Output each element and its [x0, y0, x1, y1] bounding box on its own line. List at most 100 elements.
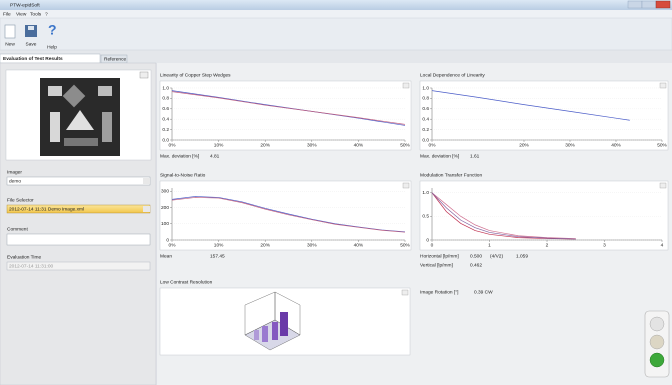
- y-tick-label: 0.0: [422, 137, 429, 143]
- image-detail: [48, 86, 62, 96]
- x-tick-label: 50%: [400, 142, 410, 148]
- stat-label: Horizontal [lp/mm]: [420, 253, 459, 259]
- data-line: [431, 192, 576, 240]
- menu-item[interactable]: File: [3, 11, 11, 17]
- rotation-value: 0.39 CW: [474, 289, 493, 295]
- image-detail: [66, 110, 94, 130]
- menu-item[interactable]: ?: [45, 11, 48, 17]
- x-tick-label: 2: [546, 242, 549, 248]
- y-tick-label: 0.8: [162, 96, 169, 102]
- low-contrast-3d: [244, 291, 301, 351]
- new-icon[interactable]: [4, 24, 16, 39]
- x-tick-label: 30%: [307, 142, 317, 148]
- panel-title: Signal-to-Noise Ratio: [160, 172, 206, 178]
- menu-item[interactable]: Tools: [30, 11, 42, 17]
- chart-panel: [419, 180, 669, 251]
- x-tick-label: 50%: [657, 142, 667, 148]
- imager-dropdown[interactable]: [6, 176, 151, 186]
- field-label: File Selector: [7, 197, 34, 203]
- toolbar-label[interactable]: Save: [26, 41, 37, 47]
- x-tick-label: 30%: [307, 242, 317, 248]
- title-bar: [0, 0, 672, 10]
- dropdown-button[interactable]: [401, 289, 409, 296]
- time-input: [6, 261, 151, 271]
- x-tick-label: 3: [603, 242, 606, 248]
- data-line: [431, 90, 630, 121]
- light-green-on: [649, 352, 665, 368]
- x-tick-label: 0%: [429, 142, 437, 148]
- dropdown-button[interactable]: [402, 82, 410, 89]
- menu-item[interactable]: View: [16, 11, 27, 17]
- stat-value: 0.500: [470, 253, 482, 259]
- data-line: [431, 192, 576, 239]
- image-detail: [98, 86, 112, 96]
- x-tick-label: 0%: [169, 242, 177, 248]
- image-detail: [64, 138, 98, 146]
- field-label: Evaluation Time: [7, 254, 41, 260]
- chart-panel: [419, 80, 669, 151]
- stat-label: Max. deviation [%]: [160, 153, 199, 159]
- x-tick-label: 0: [431, 242, 434, 248]
- tab-label[interactable]: Reference: [104, 56, 126, 62]
- dropdown-button[interactable]: [143, 206, 150, 212]
- y-tick-label: 0.6: [162, 106, 169, 112]
- x-tick-label: 40%: [354, 142, 364, 148]
- y-tick-label: 1.0: [422, 190, 429, 196]
- x-tick-label: 10%: [214, 242, 224, 248]
- x-tick-label: 40%: [354, 242, 364, 248]
- image-detail: [50, 112, 60, 142]
- y-tick-label: 0.4: [422, 116, 429, 122]
- y-tick-label: 0: [166, 237, 169, 243]
- comment-input[interactable]: [6, 233, 151, 246]
- chart-panel: [159, 180, 412, 251]
- stat-value: 157.45: [210, 253, 225, 259]
- close-button[interactable]: [655, 0, 671, 9]
- light-yellow-off: [649, 334, 665, 350]
- cube-wall: [274, 291, 301, 336]
- toolbar-label[interactable]: Help: [47, 44, 57, 50]
- dropdown-button[interactable]: [659, 82, 667, 89]
- toolbar-label[interactable]: New: [5, 41, 15, 47]
- y-tick-label: 0.2: [422, 127, 429, 133]
- y-tick-label: 0: [426, 237, 429, 243]
- y-tick-label: 0.0: [162, 137, 169, 143]
- stat-value: 0.462: [470, 262, 482, 268]
- dropdown-button[interactable]: [659, 182, 667, 189]
- x-tick-label: 10%: [214, 142, 224, 148]
- data-line: [171, 197, 406, 233]
- file-value: 2012-07-14 11:31 Demo Image.xml: [9, 206, 84, 212]
- x-tick-label: 30%: [565, 142, 575, 148]
- y-tick-label: 0.8: [422, 96, 429, 102]
- y-tick-label: 1.0: [162, 85, 169, 91]
- help-icon[interactable]: ?: [48, 22, 57, 38]
- x-tick-label: 20%: [260, 142, 270, 148]
- dropdown-button[interactable]: [139, 71, 149, 79]
- minimize-button[interactable]: [627, 0, 643, 9]
- x-tick-label: 4: [661, 242, 664, 248]
- stat-label: Max. deviation [%]: [420, 153, 459, 159]
- image-detail: [62, 84, 86, 108]
- y-tick-label: 100: [161, 221, 169, 227]
- tab-label[interactable]: Evaluation of Test Results: [3, 56, 63, 62]
- chart-panel: [159, 80, 412, 151]
- stat-label: Mean: [160, 253, 172, 259]
- y-tick-label: 200: [161, 205, 169, 211]
- y-tick-label: 300: [161, 189, 169, 195]
- maximize-button[interactable]: [641, 0, 657, 9]
- x-tick-label: 50%: [400, 242, 410, 248]
- x-tick-label: 0%: [169, 142, 177, 148]
- panel-title: Linearity of Copper Step Wedges: [160, 72, 231, 78]
- dropdown-button[interactable]: [143, 178, 150, 184]
- y-tick-label: 0.2: [162, 127, 169, 133]
- menu-bar: [0, 10, 672, 18]
- panel-title: Modulation Transfer Function: [420, 172, 482, 178]
- light-red-off: [649, 316, 665, 332]
- panel-title: Local Dependence of Linearity: [420, 72, 485, 78]
- y-tick-label: 1.0: [422, 85, 429, 91]
- bar-3d: [272, 322, 278, 340]
- charts: Linearity of Copper Step Wedges 0.0 0.2 0.4…: [159, 72, 669, 268]
- rotation-label: Image Rotation [°]: [420, 289, 458, 295]
- dropdown-button[interactable]: [402, 182, 410, 189]
